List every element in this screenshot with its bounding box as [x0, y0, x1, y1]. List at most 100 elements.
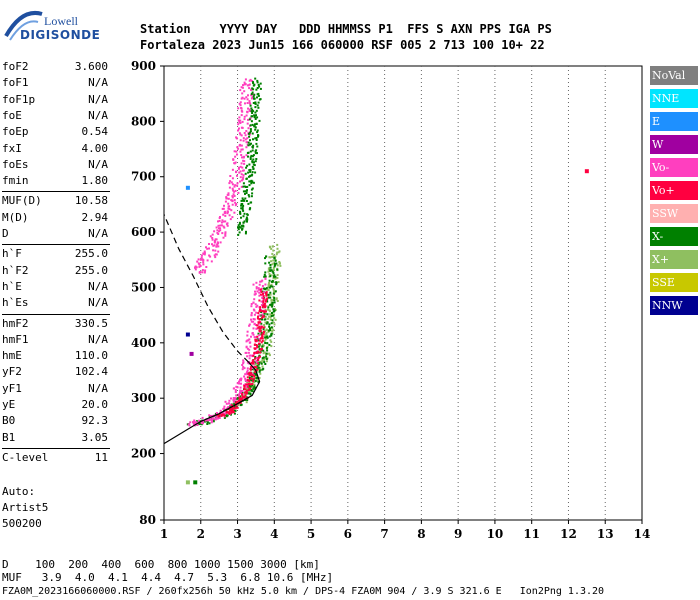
ominus-upper-echo — [224, 233, 227, 236]
autoscaling-info: Auto: Artist5 500200 — [2, 484, 48, 532]
xplus-echo — [255, 375, 258, 378]
legend-item: Vo+ — [650, 181, 698, 200]
xminus-echo — [264, 342, 267, 344]
xminus-echo — [274, 275, 277, 278]
xplus-echo — [269, 318, 272, 321]
param-row: h`E N/A — [2, 280, 108, 296]
xplus-echo — [271, 263, 274, 266]
ominus-upper-echo — [219, 227, 222, 230]
param-name: M(D) — [2, 210, 29, 224]
xminus-upper-echo — [237, 228, 240, 231]
xplus-echo — [268, 284, 271, 287]
ominus-echo — [253, 298, 256, 301]
ominus-upper-echo — [206, 247, 209, 250]
xplus-echo — [266, 329, 269, 332]
ominus-echo — [250, 312, 253, 314]
xminus-echo — [270, 333, 273, 336]
xminus-upper-echo — [244, 172, 247, 175]
xplus-echo — [276, 274, 279, 276]
ominus-upper-echo — [232, 193, 235, 196]
xminus-echo — [264, 336, 267, 339]
ominus-upper-echo — [233, 185, 236, 188]
ominus-upper-echo — [237, 129, 239, 132]
oplus-echo — [241, 395, 244, 398]
ominus-upper-echo — [197, 258, 200, 261]
ominus-upper-echo — [216, 243, 219, 246]
xminus-upper-echo — [253, 161, 255, 164]
param-value: N/A — [88, 296, 108, 310]
param-name: B1 — [2, 430, 16, 444]
ominus-upper-echo — [247, 84, 250, 87]
ominus-upper-echo — [221, 232, 224, 235]
xplus-echo — [264, 338, 267, 341]
ominus-echo — [225, 402, 228, 405]
ominus-upper-echo — [246, 110, 249, 113]
xminus-upper-echo — [240, 203, 243, 205]
xminus-echo — [272, 310, 275, 313]
xplus-echo — [272, 274, 275, 277]
xminus-upper-echo — [252, 110, 255, 113]
xplus-echo — [260, 369, 263, 372]
ominus-upper-echo — [203, 251, 206, 254]
xplus-echo — [268, 256, 271, 259]
xplus-echo — [264, 312, 267, 315]
ominus-echo — [246, 371, 249, 374]
oplus-echo — [248, 372, 251, 375]
oplus-echo — [259, 351, 262, 354]
oplus-echo — [258, 299, 261, 302]
ominus-upper-echo — [231, 196, 234, 199]
ominus-upper-echo — [231, 195, 234, 198]
legend-item: W — [650, 135, 698, 154]
ominus-upper-echo — [208, 243, 210, 245]
param-separator — [2, 447, 110, 449]
xminus-upper-echo — [243, 212, 246, 215]
xplus-echo — [267, 305, 270, 308]
oplus-echo — [261, 339, 264, 342]
ominus-upper-echo — [228, 182, 231, 185]
xminus-upper-echo — [242, 215, 245, 218]
xplus-echo — [272, 266, 275, 269]
xminus-upper-echo — [254, 150, 257, 153]
oplus-echo — [262, 330, 265, 333]
oplus-echo — [232, 406, 235, 409]
ominus-echo — [250, 335, 252, 338]
xminus-upper-echo — [249, 131, 252, 134]
ominus-echo — [239, 391, 241, 394]
x-tick-label: 10 — [487, 527, 504, 541]
param-name: C-level — [2, 450, 49, 464]
ominus-upper-echo — [215, 245, 218, 248]
xminus-echo — [273, 265, 276, 268]
oplus-echo — [256, 344, 258, 347]
ominus-echo — [216, 417, 219, 420]
xminus-echo — [261, 357, 264, 360]
xminus-upper-echo — [257, 134, 259, 137]
xminus-echo — [271, 319, 274, 322]
xminus-echo — [268, 325, 271, 328]
xminus-upper-echo — [247, 171, 250, 174]
x-tick-label: 9 — [454, 527, 462, 541]
oplus-echo — [247, 372, 250, 375]
xminus-echo — [265, 355, 268, 358]
param-name: D — [2, 227, 9, 240]
xminus-echo — [255, 377, 258, 380]
xminus-echo — [265, 255, 268, 258]
oplus-echo — [246, 383, 249, 386]
ominus-echo — [202, 420, 205, 423]
ominus-echo — [210, 415, 212, 418]
xplus-echo — [271, 245, 274, 248]
ominus-upper-echo — [230, 209, 233, 212]
xminus-echo — [199, 422, 202, 425]
ominus-echo — [248, 357, 251, 360]
xminus-upper-echo — [255, 142, 258, 145]
xplus-echo — [263, 340, 266, 343]
ominus-upper-echo — [245, 141, 248, 144]
xminus-echo — [270, 326, 273, 329]
oplus-echo — [256, 324, 259, 327]
xminus-echo — [259, 318, 262, 320]
oplus-echo — [265, 310, 267, 313]
xminus-echo — [268, 329, 270, 332]
xminus-upper-echo — [248, 135, 251, 138]
ominus-echo — [258, 314, 261, 317]
ominus-upper-echo — [246, 122, 249, 125]
ominus-upper-echo — [242, 169, 245, 172]
